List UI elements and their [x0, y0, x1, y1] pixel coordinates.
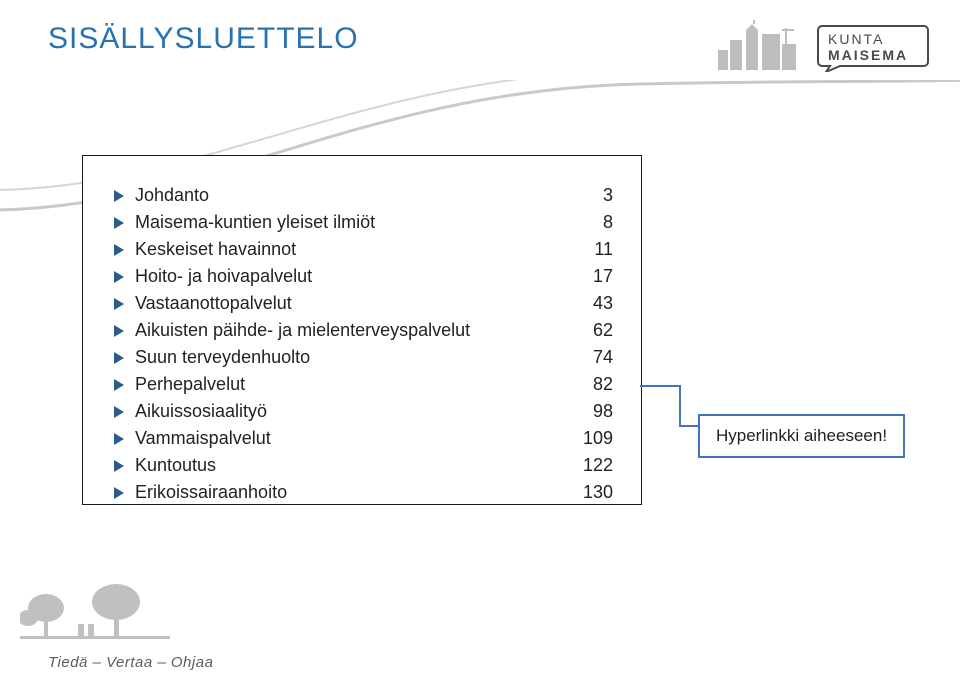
- toc-item-page: 122: [583, 455, 613, 476]
- bullet-arrow-icon: [113, 189, 135, 203]
- toc-item[interactable]: Johdanto3: [113, 182, 613, 209]
- bullet-arrow-icon: [113, 432, 135, 446]
- toc-list: Johdanto3Maisema-kuntien yleiset ilmiöt8…: [113, 182, 613, 506]
- toc-item-page: 109: [583, 428, 613, 449]
- toc-item[interactable]: Perhepalvelut82: [113, 371, 613, 398]
- toc-item-page: 74: [593, 347, 613, 368]
- toc-item[interactable]: Aikuissosiaalityö98: [113, 398, 613, 425]
- toc-item-label: Maisema-kuntien yleiset ilmiöt: [135, 212, 599, 233]
- toc-item[interactable]: Erikoissairaanhoito130: [113, 479, 613, 506]
- toc-item-page: 43: [593, 293, 613, 314]
- bullet-arrow-icon: [113, 459, 135, 473]
- toc-item[interactable]: Vammaispalvelut109: [113, 425, 613, 452]
- toc-item-page: 130: [583, 482, 613, 503]
- toc-item-label: Aikuissosiaalityö: [135, 401, 589, 422]
- toc-item-label: Perhepalvelut: [135, 374, 589, 395]
- toc-item-page: 3: [603, 185, 613, 206]
- toc-item[interactable]: Aikuisten päihde- ja mielenterveyspalvel…: [113, 317, 613, 344]
- brand-textbox-icon: KUNTA MAISEMA: [812, 20, 930, 72]
- toc-item-label: Kuntoutus: [135, 455, 579, 476]
- bullet-arrow-icon: [113, 243, 135, 257]
- brand-line1: KUNTA: [828, 31, 884, 47]
- toc-item-page: 82: [593, 374, 613, 395]
- page-title: SISÄLLYSLUETTELO: [48, 22, 359, 56]
- toc-item[interactable]: Keskeiset havainnot11: [113, 236, 613, 263]
- callout-box: Hyperlinkki aiheeseen!: [698, 414, 905, 458]
- bullet-arrow-icon: [113, 405, 135, 419]
- toc-item-label: Suun terveydenhuolto: [135, 347, 589, 368]
- toc-item-label: Aikuisten päihde- ja mielenterveyspalvel…: [135, 320, 589, 341]
- toc-item-page: 11: [594, 239, 613, 260]
- toc-item-label: Erikoissairaanhoito: [135, 482, 579, 503]
- toc-item-page: 17: [593, 266, 613, 287]
- bullet-arrow-icon: [113, 297, 135, 311]
- footer-text: Tiedä – Vertaa – Ohjaa: [48, 654, 213, 671]
- toc-box: Johdanto3Maisema-kuntien yleiset ilmiöt8…: [82, 155, 642, 505]
- bullet-arrow-icon: [113, 351, 135, 365]
- brand-logo: KUNTA MAISEMA: [716, 20, 930, 78]
- toc-item[interactable]: Suun terveydenhuolto74: [113, 344, 613, 371]
- bullet-arrow-icon: [113, 324, 135, 338]
- bullet-arrow-icon: [113, 486, 135, 500]
- toc-item-page: 8: [603, 212, 613, 233]
- toc-item-page: 62: [593, 320, 613, 341]
- toc-item-label: Vammaispalvelut: [135, 428, 579, 449]
- brand-silhouette-icon: [716, 20, 806, 78]
- footer-art-icon: [20, 584, 170, 649]
- brand-line2: MAISEMA: [828, 47, 908, 63]
- toc-item-page: 98: [593, 401, 613, 422]
- bullet-arrow-icon: [113, 270, 135, 284]
- callout: Hyperlinkki aiheeseen!: [640, 350, 940, 490]
- toc-item-label: Johdanto: [135, 185, 599, 206]
- toc-item[interactable]: Kuntoutus122: [113, 452, 613, 479]
- toc-item[interactable]: Maisema-kuntien yleiset ilmiöt8: [113, 209, 613, 236]
- toc-item-label: Vastaanottopalvelut: [135, 293, 589, 314]
- toc-item-label: Keskeiset havainnot: [135, 239, 590, 260]
- toc-item[interactable]: Vastaanottopalvelut43: [113, 290, 613, 317]
- bullet-arrow-icon: [113, 216, 135, 230]
- toc-item-label: Hoito- ja hoivapalvelut: [135, 266, 589, 287]
- bullet-arrow-icon: [113, 378, 135, 392]
- toc-item[interactable]: Hoito- ja hoivapalvelut17: [113, 263, 613, 290]
